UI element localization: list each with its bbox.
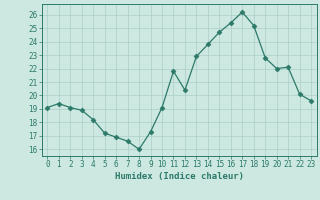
X-axis label: Humidex (Indice chaleur): Humidex (Indice chaleur) xyxy=(115,172,244,181)
